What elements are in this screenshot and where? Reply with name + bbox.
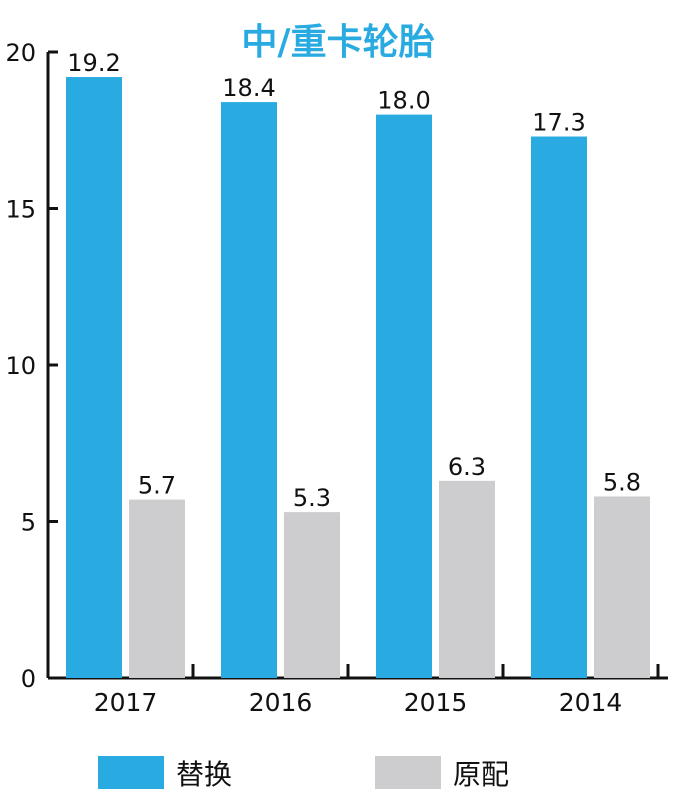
y-tick-label: 0 [21, 665, 36, 693]
data-label: 5.7 [138, 472, 176, 500]
y-tick-label: 10 [5, 352, 36, 380]
bar-replacement-2015 [376, 114, 432, 679]
legend-swatch [375, 756, 441, 789]
chart-title: 中/重卡轮胎 [241, 22, 434, 63]
bar-original-2016 [284, 512, 340, 678]
legend-swatch [98, 756, 164, 789]
x-category-label: 2016 [249, 688, 313, 717]
legend-label: 替换 [176, 758, 232, 791]
data-label: 5.3 [293, 484, 331, 512]
x-category-label: 2017 [94, 688, 158, 717]
legend: 替换 原配 [98, 756, 509, 791]
bar-replacement-2016 [221, 102, 277, 678]
x-category-label: 2015 [404, 688, 468, 717]
legend-label: 原配 [453, 758, 509, 791]
bar-original-2014 [594, 496, 650, 678]
bar-original-2015 [439, 480, 495, 678]
bars-group [66, 77, 650, 679]
y-tick-label: 5 [21, 509, 36, 537]
data-labels-group: 19.2 5.7 18.4 5.3 18.0 6.3 17.3 5.8 [67, 49, 641, 512]
data-label: 17.3 [532, 109, 585, 137]
data-label: 19.2 [67, 49, 120, 77]
data-label: 5.8 [603, 468, 641, 496]
bar-original-2017 [129, 499, 185, 678]
bar-replacement-2017 [66, 77, 122, 679]
data-label: 6.3 [448, 453, 486, 481]
y-tick-label: 15 [5, 196, 36, 224]
data-label: 18.0 [377, 87, 430, 115]
y-tick-label: 20 [5, 39, 36, 67]
y-axis: 0 5 10 15 20 [5, 39, 58, 693]
bar-replacement-2014 [531, 136, 587, 678]
data-label: 18.4 [222, 74, 275, 102]
x-category-label: 2014 [559, 688, 623, 717]
